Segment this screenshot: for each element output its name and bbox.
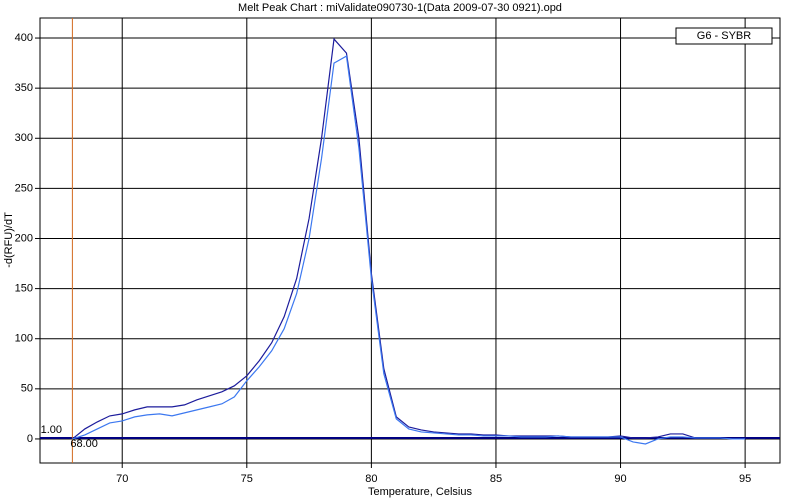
x-tick-label: 95 (739, 473, 751, 485)
plot-frame (39, 17, 781, 464)
x-tick-label: 70 (116, 473, 128, 485)
legend-label: G6 - SYBR (697, 30, 751, 42)
legend-box (675, 27, 773, 45)
y-tick-label: 200 (15, 232, 33, 244)
x-axis-label: Temperature, Celsius (368, 486, 472, 498)
y-tick-label: 250 (15, 182, 33, 194)
y-tick-label: 350 (15, 82, 33, 94)
y-tick-label: 100 (15, 333, 33, 345)
x-tick-label: 90 (614, 473, 626, 485)
x-tick-label: 85 (490, 473, 502, 485)
x-tick-label: 80 (365, 473, 377, 485)
marker-label: 68.00 (70, 438, 98, 450)
series-line (72, 37, 746, 440)
chart-title: Melt Peak Chart : miValidate090730-1(Dat… (238, 2, 562, 14)
y-tick-label: 0 (27, 433, 33, 445)
y-tick-label: 300 (15, 132, 33, 144)
y-axis-label: -d(RFU)/dT (3, 212, 15, 268)
y-tick-label: 50 (21, 383, 33, 395)
threshold-label: 1.00 (41, 424, 62, 436)
y-tick-label: 400 (15, 32, 33, 44)
series-line (72, 55, 746, 445)
y-tick-label: 150 (15, 283, 33, 295)
x-tick-label: 75 (241, 473, 253, 485)
